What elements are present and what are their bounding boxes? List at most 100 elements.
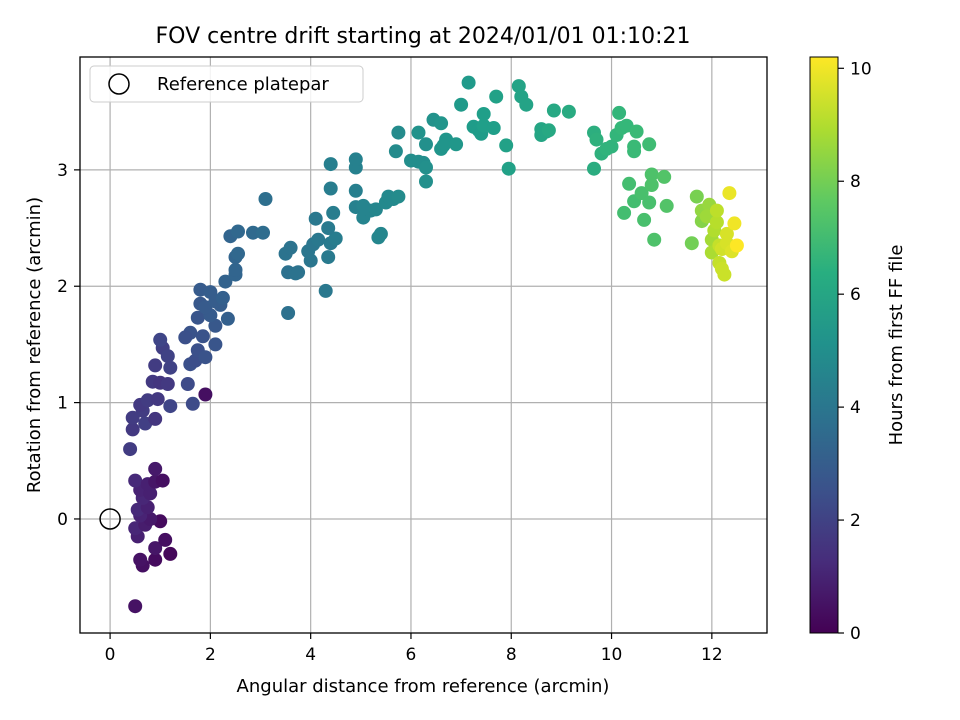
data-point bbox=[642, 195, 657, 210]
data-point bbox=[476, 107, 491, 121]
data-point bbox=[328, 231, 343, 246]
data-point bbox=[617, 205, 632, 220]
colorbar-ticks: 0 2 4 6 8 10 bbox=[838, 59, 872, 644]
data-point bbox=[419, 160, 433, 175]
data-point bbox=[637, 212, 652, 227]
y-tick-label: 3 bbox=[57, 161, 68, 181]
data-point bbox=[622, 176, 637, 191]
data-point bbox=[163, 360, 178, 375]
data-point bbox=[163, 399, 178, 414]
data-point bbox=[489, 89, 504, 104]
data-points bbox=[123, 75, 744, 614]
data-point bbox=[589, 132, 604, 147]
data-point bbox=[258, 192, 273, 206]
data-point bbox=[587, 161, 601, 176]
x-axis-ticks: 0 2 4 6 8 10 12 bbox=[105, 633, 723, 665]
data-point bbox=[228, 262, 243, 277]
chart-title: FOV centre drift starting at 2024/01/01 … bbox=[156, 24, 691, 49]
data-point bbox=[627, 144, 642, 159]
data-point bbox=[388, 144, 403, 159]
data-point bbox=[604, 139, 619, 154]
data-point bbox=[281, 306, 296, 320]
data-point bbox=[155, 473, 170, 488]
data-point bbox=[311, 232, 326, 247]
data-point bbox=[148, 552, 163, 567]
reference-platepar-marker bbox=[99, 508, 121, 530]
legend-box bbox=[89, 65, 364, 103]
data-point bbox=[220, 311, 235, 326]
data-point bbox=[256, 225, 270, 240]
legend-marker-icon bbox=[108, 73, 130, 95]
colorbar-tick-label: 0 bbox=[850, 624, 861, 644]
data-point bbox=[561, 104, 576, 119]
data-point bbox=[348, 152, 363, 167]
data-point bbox=[208, 337, 223, 352]
data-point bbox=[133, 552, 148, 567]
data-point bbox=[303, 253, 318, 268]
data-point bbox=[283, 240, 298, 255]
data-point bbox=[318, 283, 333, 298]
y-tick-label: 1 bbox=[57, 394, 68, 414]
data-point bbox=[391, 189, 406, 204]
data-point bbox=[148, 461, 163, 476]
data-point bbox=[163, 546, 178, 561]
data-point bbox=[519, 97, 534, 112]
data-point bbox=[185, 396, 200, 411]
data-point bbox=[231, 224, 245, 239]
data-point bbox=[391, 125, 406, 140]
data-point bbox=[231, 246, 245, 261]
data-point bbox=[436, 138, 451, 153]
legend: Reference platepar bbox=[89, 65, 364, 103]
x-tick-label: 0 bbox=[105, 645, 116, 665]
x-tick-label: 12 bbox=[701, 645, 723, 665]
data-point bbox=[368, 202, 383, 217]
data-point bbox=[647, 232, 662, 247]
data-point bbox=[128, 599, 143, 614]
y-axis-ticks: 0 1 2 3 bbox=[57, 161, 80, 530]
data-point bbox=[454, 97, 469, 112]
plot-frame bbox=[79, 56, 768, 634]
data-point bbox=[125, 410, 140, 425]
colorbar-gradient bbox=[809, 56, 839, 634]
data-point bbox=[195, 329, 210, 344]
y-tick-label: 2 bbox=[57, 277, 68, 297]
data-point bbox=[729, 238, 744, 253]
data-point bbox=[411, 125, 426, 140]
data-point bbox=[323, 157, 338, 172]
data-point bbox=[689, 189, 704, 204]
data-point bbox=[511, 79, 526, 94]
colorbar-label: Hours from first FF file bbox=[886, 245, 907, 446]
data-point bbox=[722, 186, 737, 201]
data-point bbox=[546, 103, 561, 118]
data-point bbox=[125, 422, 140, 437]
data-point bbox=[180, 377, 195, 391]
data-point bbox=[308, 211, 323, 226]
data-point bbox=[321, 250, 336, 265]
x-tick-label: 8 bbox=[506, 645, 517, 665]
data-point bbox=[634, 186, 649, 201]
data-point bbox=[323, 181, 338, 196]
y-tick-label: 0 bbox=[57, 510, 68, 530]
data-point bbox=[709, 203, 724, 218]
data-point bbox=[348, 183, 363, 198]
data-point bbox=[158, 532, 173, 547]
data-point bbox=[198, 350, 213, 365]
data-point bbox=[657, 169, 672, 184]
data-point bbox=[419, 137, 433, 152]
data-point bbox=[629, 124, 644, 139]
colorbar-tick-label: 6 bbox=[850, 285, 861, 305]
data-point bbox=[684, 236, 699, 251]
data-point bbox=[717, 267, 732, 282]
colorbar: 0 2 4 6 8 10 Hours from first FF file bbox=[809, 56, 907, 644]
x-tick-label: 6 bbox=[406, 645, 417, 665]
y-axis-label: Rotation from reference (arcmin) bbox=[24, 197, 45, 493]
data-point bbox=[659, 198, 674, 213]
x-tick-label: 4 bbox=[305, 645, 316, 665]
data-point bbox=[198, 387, 213, 402]
data-point bbox=[727, 216, 742, 231]
data-point bbox=[160, 377, 175, 391]
legend-entry-reference: Reference platepar bbox=[157, 74, 329, 95]
data-point bbox=[150, 392, 165, 407]
colorbar-tick-label: 10 bbox=[850, 59, 872, 79]
